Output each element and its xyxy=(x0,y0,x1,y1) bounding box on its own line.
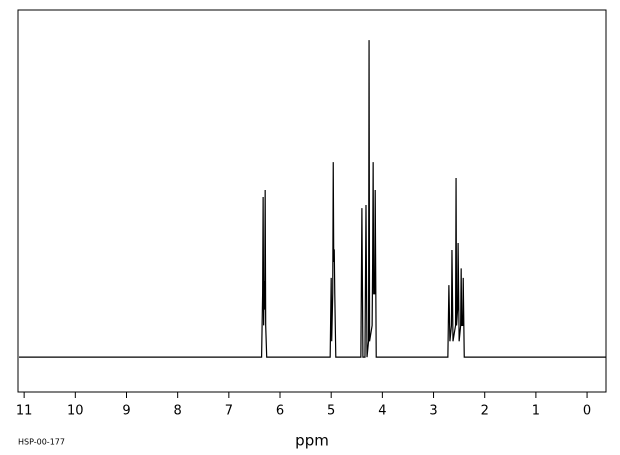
x-tick-label: 9 xyxy=(122,404,130,419)
x-tick-label: 3 xyxy=(429,404,437,419)
x-tick-label: 4 xyxy=(378,404,386,419)
x-tick-label: 0 xyxy=(583,404,591,419)
spectrum-line xyxy=(19,40,606,358)
x-tick-label: 10 xyxy=(67,404,84,419)
x-tick-label: 6 xyxy=(276,404,284,419)
x-tick-label: 7 xyxy=(225,404,233,419)
x-tick-label: 2 xyxy=(481,404,489,419)
x-tick-label: 11 xyxy=(16,404,33,419)
x-tick-label: 8 xyxy=(174,404,182,419)
x-tick-label: 5 xyxy=(327,404,335,419)
annotation: HSP-00-177 xyxy=(18,438,65,447)
x-tick-label: 1 xyxy=(532,404,540,419)
plot-frame xyxy=(17,9,607,393)
x-axis-label: ppm xyxy=(295,432,329,450)
